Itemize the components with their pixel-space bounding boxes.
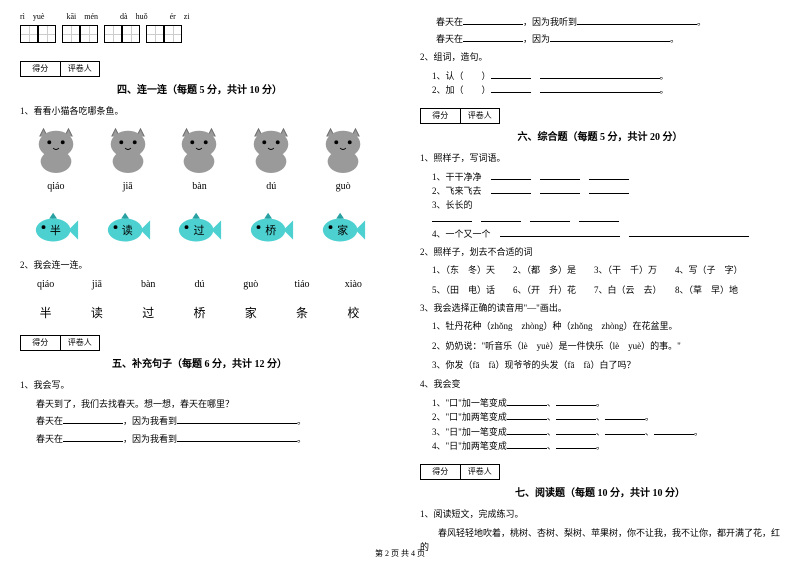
match-pinyin-row: qiáo jiā bàn dú guò tiáo xiào [20,279,379,290]
grader-label: 评卷人 [61,62,100,76]
pinyin-label: guò [323,181,363,192]
fish-char: 桥 [265,222,276,238]
s6-2-line: 1、（东 冬）天 2、（都 多）是 3、（干 千）万 4、写（子 字） [432,264,780,278]
q7-1: 1、阅读短文，完成练习。 [420,507,780,520]
section5-title: 五、补充句子（每题 6 分，共计 12 分） [20,355,379,370]
fish-char: 家 [337,222,348,238]
section6-title: 六、综合题（每题 5 分，共计 20 分） [420,128,780,143]
score-box: 得分 评卷人 [420,108,500,124]
pinyin-label: jiā [108,181,148,192]
cat-icon [247,125,295,173]
q5-2: 2、组词，造句。 [420,50,780,63]
s6-2-line: 5、（田 电）话 6、（开 升）花 7、白（云 去） 8、（草 早）地 [432,284,780,298]
char-label: 条 [282,304,322,321]
s6-3-line: 3、你发（fā fà）现爷爷的头发（fā fà）白了吗？ [432,359,780,373]
pinyin: kāi [66,12,76,21]
s6-3-line: 2、奶奶说："听音乐（lè yuè）是一件快乐（lè yuè）的事。" [432,340,780,354]
s5-line: 春天在，因为我看到。 [20,432,379,446]
word-item: 2、加（ ） 。 [432,83,780,98]
q6-3: 3、我会选择正确的读音用"—"画出。 [420,301,780,314]
section7-title: 七、阅读题（每题 10 分，共计 10 分） [420,484,780,499]
word-item: 1、认（ ） 。 [432,69,780,84]
pinyin-label: dú [179,279,219,290]
cat-pinyin-row: qiáo jiā bàn dú guò [20,181,379,192]
cat-icon [175,125,223,173]
q6-1: 1、照样子，写词语。 [420,151,780,164]
char-label: 读 [77,304,117,321]
pinyin-label: dú [251,181,291,192]
pinyin: huǒ [136,12,148,21]
section4-title: 四、连一连（每题 5 分，共计 10 分） [20,81,379,96]
score-label: 得分 [421,465,461,479]
pinyin-label: bàn [128,279,168,290]
fish-char: 过 [193,222,204,238]
grader-label: 评卷人 [461,109,500,123]
s6-4-line: 4、"日"加两笔变成、。 [432,439,780,454]
score-box: 得分 评卷人 [20,61,100,77]
q4-2: 2、我会连一连。 [20,258,379,271]
score-box: 得分 评卷人 [420,464,500,480]
pinyin: zi [184,12,190,21]
s6-item: 4、一个又一个 [432,227,780,242]
q6-4: 4、我会变 [420,377,780,390]
s5-line: 春天在，因为。 [420,32,780,46]
score-box: 得分 评卷人 [20,335,100,351]
left-column: rì yuè kāi mén dà huǒ ér zi 得分 评卷人 四、连一连… [0,0,400,565]
score-label: 得分 [21,62,61,76]
pinyin: ér [170,12,176,21]
s6-item: 3、长长的 [432,199,780,213]
char-label: 半 [26,304,66,321]
s5-line: 春天到了，我们去找春天。想一想，春天在哪里？ [20,397,379,411]
grader-label: 评卷人 [461,465,500,479]
pinyin-label: guò [231,279,271,290]
cat-icon [319,125,367,173]
char-label: 家 [231,304,271,321]
pinyin-label: bàn [179,181,219,192]
s6-item: 1、干干净净 [432,170,780,185]
score-label: 得分 [421,109,461,123]
grader-label: 评卷人 [61,336,100,350]
score-label: 得分 [21,336,61,350]
pinyin-row: rì yuè kāi mén dà huǒ ér zi [20,12,379,21]
cat-icon [104,125,152,173]
s6-4-line: 3、"日"加一笔变成、、、。 [432,425,780,440]
pinyin: rì [20,12,25,21]
s6-4-line: 1、"口"加一笔变成、。 [432,396,780,411]
q4-1: 1、看看小猫各吃哪条鱼。 [20,104,379,117]
pinyin-label: qiáo [26,279,66,290]
pinyin-label: qiáo [36,181,76,192]
char-label: 桥 [179,304,219,321]
cats-row [20,125,379,173]
char-boxes [20,25,379,43]
page-footer: 第 2 页 共 4 页 [0,548,800,559]
pinyin: dà [120,12,128,21]
s6-3-line: 1、牡丹花种（zhǒng zhòng）种（zhǒng zhòng）在花盆里。 [432,320,780,334]
fish-char: 半 [50,222,61,238]
cat-icon [32,125,80,173]
q5-1: 1、我会写。 [20,378,379,391]
q6-2: 2、照样子，划去不合适的词 [420,245,780,258]
s5-line: 春天在，因为我听到。 [420,15,780,29]
pinyin: yuè [33,12,45,21]
pinyin: mén [84,12,98,21]
s6-item [432,212,780,227]
s5-line: 春天在，因为我看到。 [20,414,379,428]
pinyin-label: jiā [77,279,117,290]
s6-4-line: 2、"口"加两笔变成、、。 [432,410,780,425]
fish-char: 读 [122,222,133,238]
char-label: 校 [333,304,373,321]
fish-row: 半 读 过 桥 家 [20,212,379,250]
s6-item: 2、飞来飞去 [432,184,780,199]
pinyin-label: tiáo [282,279,322,290]
pinyin-label: xiào [333,279,373,290]
right-column: 春天在，因为我听到。 春天在，因为。 2、组词，造句。 1、认（ ） 。 2、加… [400,0,800,565]
match-char-row: 半 读 过 桥 家 条 校 [20,304,379,321]
char-label: 过 [128,304,168,321]
